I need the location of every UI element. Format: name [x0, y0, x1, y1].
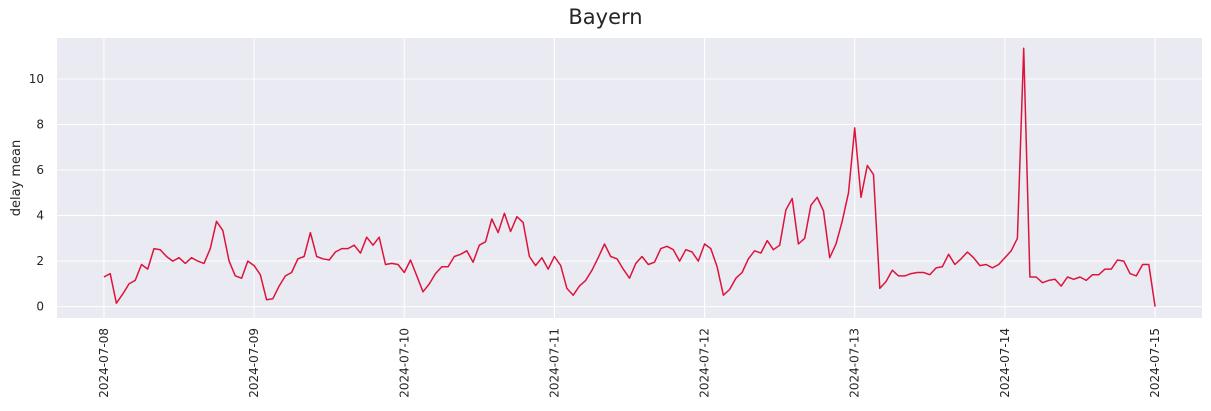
- x-tick-label: 2024-07-11: [547, 328, 561, 398]
- plot-area: [57, 38, 1202, 318]
- y-tick-labels: 0 2 4 6 8 10: [29, 72, 44, 314]
- x-tick-label: 2024-07-14: [998, 328, 1012, 398]
- y-tick-label: 2: [36, 254, 44, 268]
- series: [103, 47, 1156, 307]
- x-tick-labels: 2024-07-08 2024-07-09 2024-07-10 2024-07-11…: [97, 328, 1162, 398]
- x-tick-label: 2024-07-15: [1148, 328, 1162, 398]
- x-tick-label: 2024-07-10: [397, 328, 411, 398]
- grid: [57, 38, 1202, 318]
- y-tick-label: 6: [36, 163, 44, 177]
- y-tick-label: 4: [36, 209, 44, 223]
- y-tick-label: 8: [36, 118, 44, 132]
- y-axis-label: delay mean: [9, 140, 24, 217]
- chart-title: Bayern: [568, 5, 643, 29]
- series-line: [103, 47, 1156, 307]
- x-tick-label: 2024-07-08: [97, 328, 111, 398]
- x-tick-label: 2024-07-12: [698, 328, 712, 398]
- y-tick-label: 0: [36, 300, 44, 314]
- x-tick-label: 2024-07-13: [848, 328, 862, 398]
- x-tick-label: 2024-07-09: [247, 328, 261, 398]
- y-tick-label: 10: [29, 72, 44, 86]
